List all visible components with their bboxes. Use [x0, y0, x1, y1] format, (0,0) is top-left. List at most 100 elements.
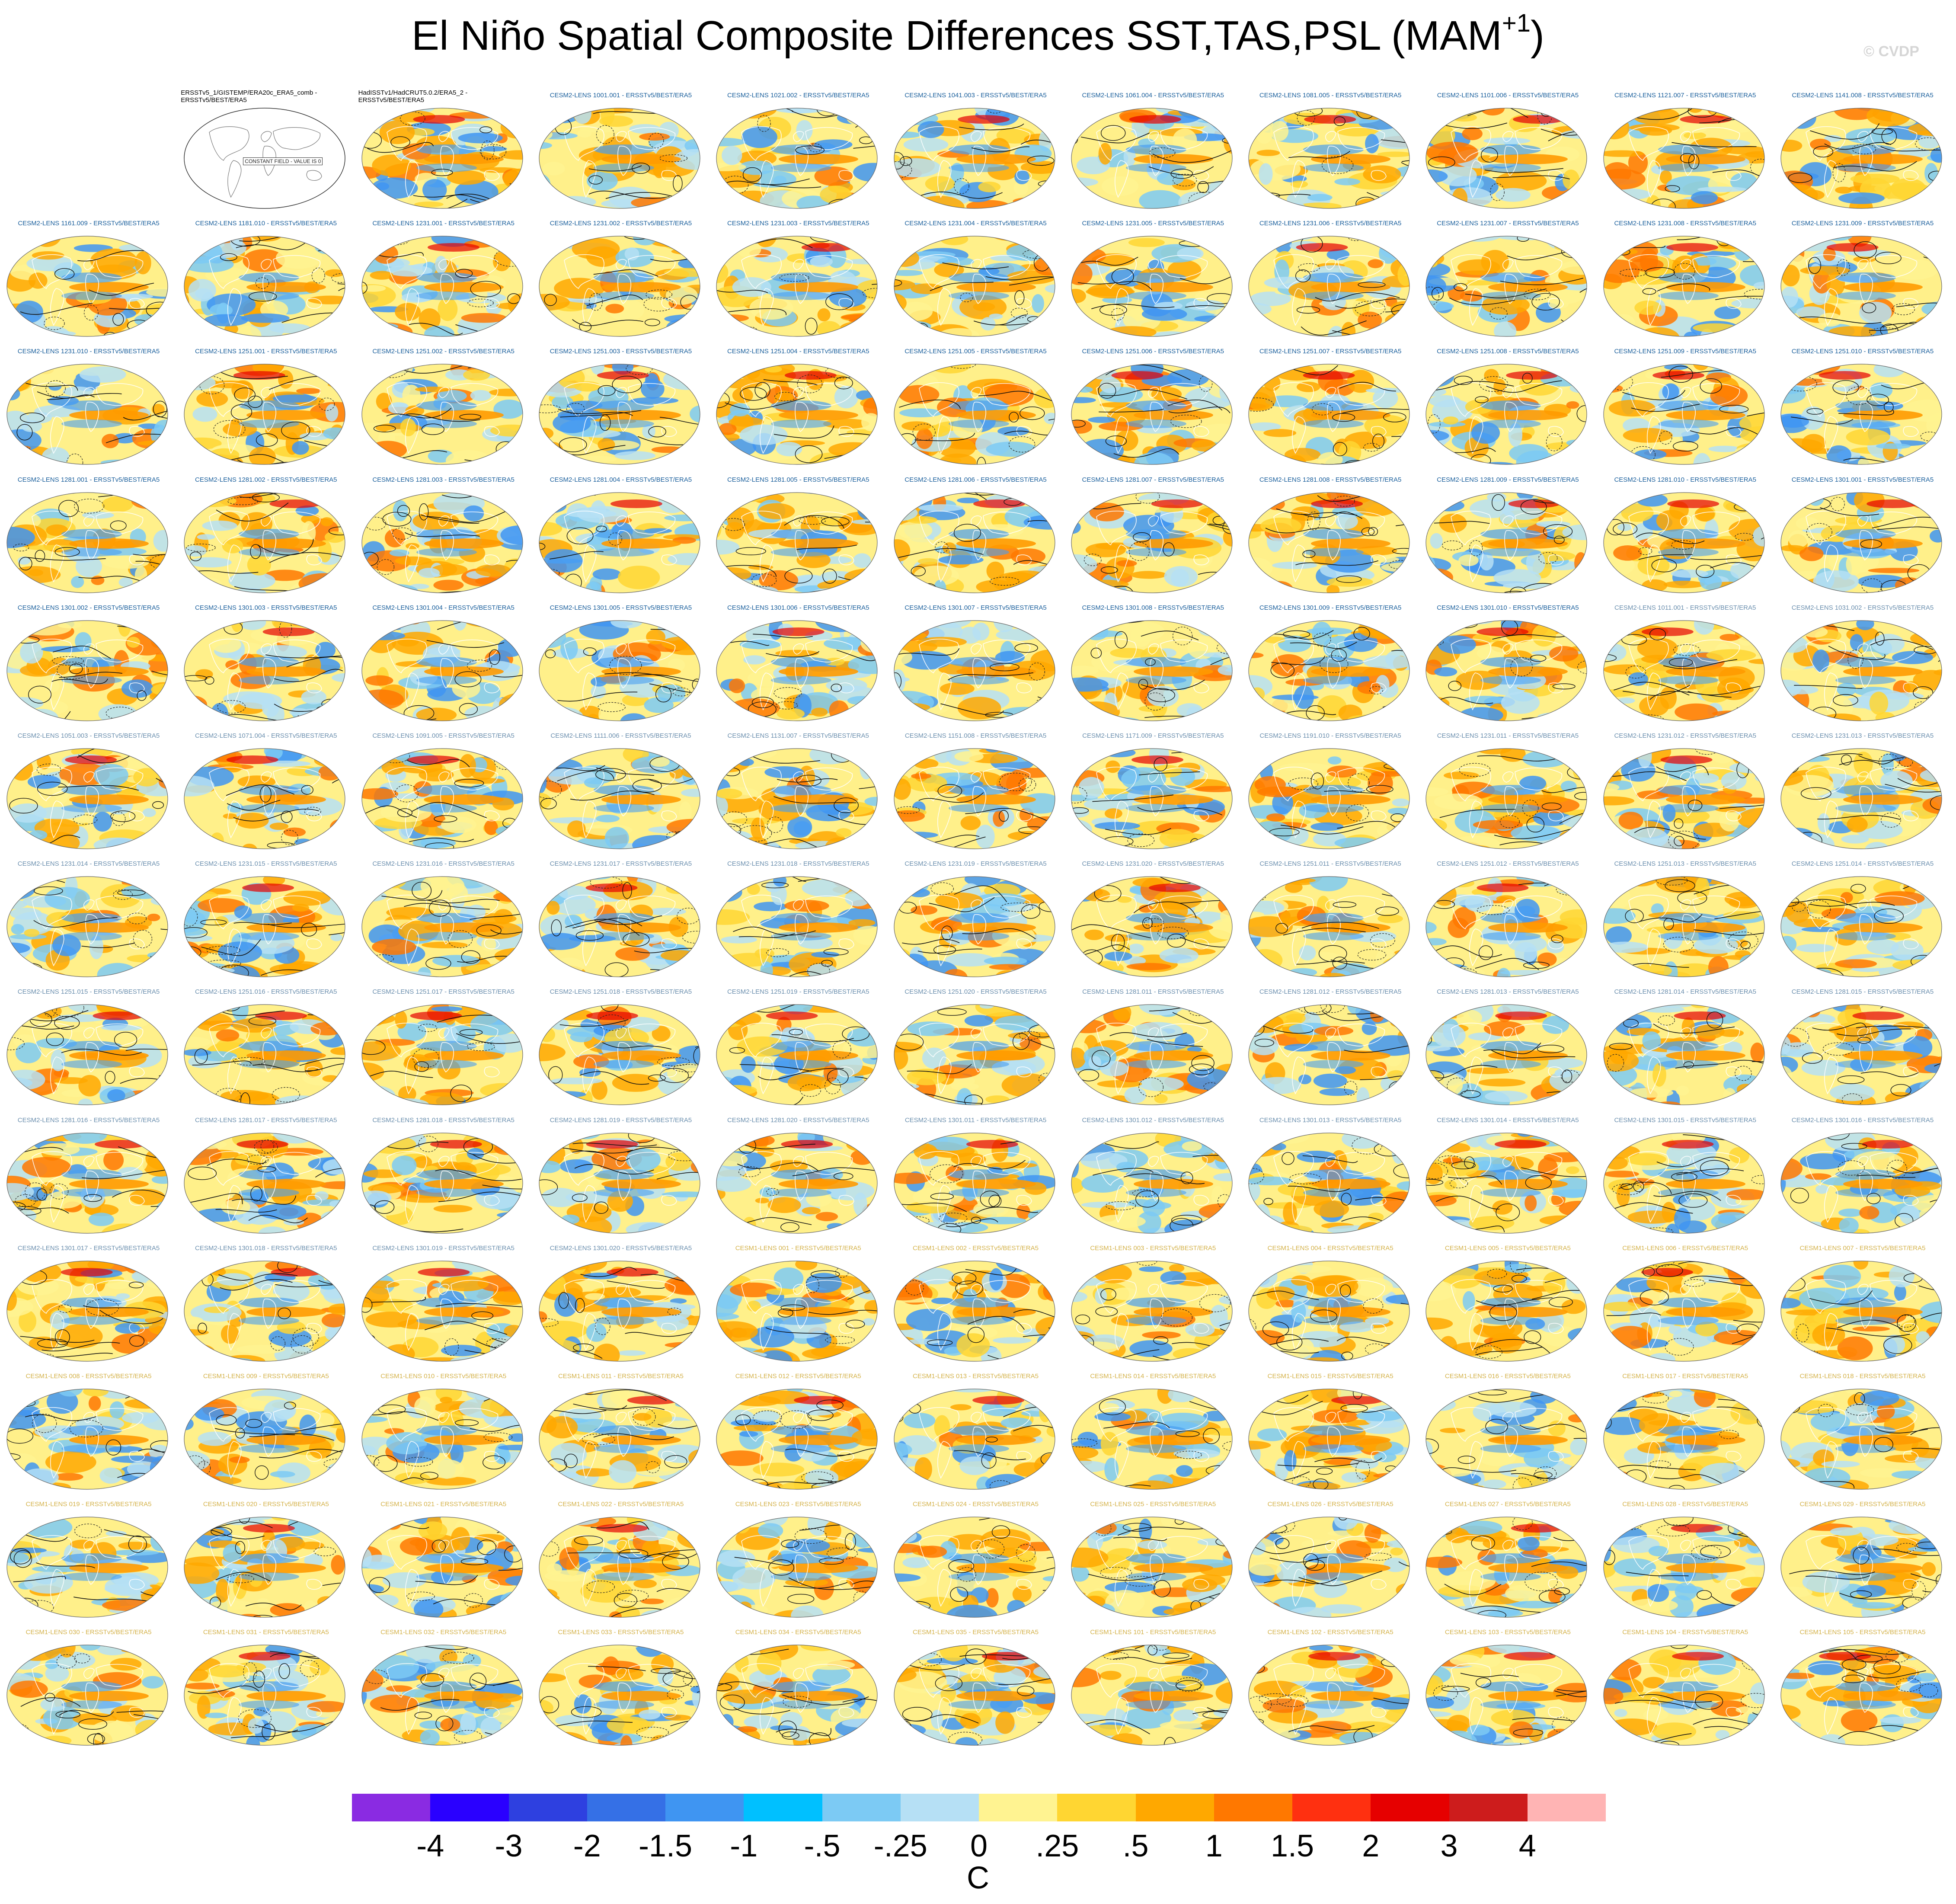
- map-panel: CESM2-LENS 1251.016 - ERSSTv5/BEST/ERA5: [178, 988, 351, 1109]
- map-panel: CESM2-LENS 1231.014 - ERSSTv5/BEST/ERA5: [1, 860, 174, 981]
- map-panel: CESM1-LENS 024 - ERSSTv5/BEST/ERA5: [888, 1501, 1061, 1622]
- map-panel: CESM1-LENS 026 - ERSSTv5/BEST/ERA5: [1243, 1501, 1416, 1622]
- panel-title: CESM2-LENS 1301.010 - ERSSTv5/BEST/ERA5: [1437, 604, 1579, 611]
- map-panel: CESM1-LENS 104 - ERSSTv5/BEST/ERA5: [1598, 1629, 1771, 1750]
- composite-map: [182, 619, 347, 723]
- composite-map: [1070, 619, 1234, 723]
- panel-title: CESM2-LENS 1231.005 - ERSSTv5/BEST/ERA5: [1082, 220, 1224, 227]
- composite-map: [1602, 234, 1766, 338]
- map-panel: CESM2-LENS 1301.003 - ERSSTv5/BEST/ERA5: [178, 604, 351, 725]
- panel-title: CESM2-LENS 1251.017 - ERSSTv5/BEST/ERA5: [372, 988, 515, 996]
- colorbar-swatch: [587, 1794, 665, 1821]
- composite-map: [1070, 1643, 1234, 1747]
- colorbar-swatch: [430, 1794, 509, 1821]
- map-panel: CESM2-LENS 1231.007 - ERSSTv5/BEST/ERA5: [1420, 220, 1593, 341]
- map-panel: CESM2-LENS 1301.011 - ERSSTv5/BEST/ERA5: [888, 1117, 1061, 1238]
- map-panel: CESM2-LENS 1251.017 - ERSSTv5/BEST/ERA5: [356, 988, 529, 1109]
- map-panel: CESM2-LENS 1281.014 - ERSSTv5/BEST/ERA5: [1598, 988, 1771, 1109]
- panel-title: CESM2-LENS 1281.015 - ERSSTv5/BEST/ERA5: [1791, 988, 1934, 996]
- map-panel: CESM1-LENS 012 - ERSSTv5/BEST/ERA5: [710, 1373, 883, 1494]
- composite-map: [1779, 1387, 1943, 1491]
- map-panel: CESM2-LENS 1231.020 - ERSSTv5/BEST/ERA5: [1065, 860, 1238, 981]
- composite-map: [892, 1003, 1057, 1107]
- composite-map: [892, 234, 1057, 338]
- map-panel: CESM1-LENS 101 - ERSSTv5/BEST/ERA5: [1065, 1629, 1238, 1750]
- composite-map: [1424, 1643, 1588, 1747]
- map-panel: CESM1-LENS 030 - ERSSTv5/BEST/ERA5: [1, 1629, 174, 1750]
- colorbar-swatch: [665, 1794, 744, 1821]
- colorbar-tick-label: 1: [1205, 1829, 1223, 1863]
- colorbar-tick-labels: -4 -3 -2 -1.5 -1 -.5 -.25 0 .25 .5 1 1.5 2 3 4: [0, 1828, 1956, 1867]
- composite-map: [360, 1643, 524, 1747]
- panel-title: CESM1-LENS 035 - ERSSTv5/BEST/ERA5: [913, 1629, 1039, 1636]
- panel-title: CESM2-LENS 1151.008 - ERSSTv5/BEST/ERA5: [904, 732, 1047, 739]
- map-panel: CESM2-LENS 1231.002 - ERSSTv5/BEST/ERA5: [533, 220, 706, 341]
- panel-title: CESM1-LENS 005 - ERSSTv5/BEST/ERA5: [1445, 1244, 1571, 1252]
- map-panel: CESM2-LENS 1301.013 - ERSSTv5/BEST/ERA5: [1243, 1117, 1416, 1238]
- composite-map: [1602, 1131, 1766, 1235]
- map-panel: CESM2-LENS 1001.001 - ERSSTv5/BEST/ERA5: [533, 92, 706, 213]
- map-panel: CESM1-LENS 009 - ERSSTv5/BEST/ERA5: [178, 1373, 351, 1494]
- composite-map: [715, 1131, 879, 1235]
- composite-map: [360, 1515, 524, 1619]
- panel-title: CESM2-LENS 1301.002 - ERSSTv5/BEST/ERA5: [17, 604, 160, 611]
- composite-map: [1424, 362, 1588, 466]
- panel-title: CESM1-LENS 011 - ERSSTv5/BEST/ERA5: [558, 1373, 684, 1380]
- panel-title: CESM2-LENS 1231.013 - ERSSTv5/BEST/ERA5: [1791, 732, 1934, 739]
- map-panel: CESM2-LENS 1251.019 - ERSSTv5/BEST/ERA5: [710, 988, 883, 1109]
- panel-title: CESM2-LENS 1281.004 - ERSSTv5/BEST/ERA5: [550, 476, 692, 483]
- map-panel: CESM2-LENS 1251.004 - ERSSTv5/BEST/ERA5: [710, 348, 883, 469]
- composite-map: [715, 875, 879, 979]
- map-panel: CESM2-LENS 1281.008 - ERSSTv5/BEST/ERA5: [1243, 476, 1416, 597]
- panel-title: CESM2-LENS 1251.010 - ERSSTv5/BEST/ERA5: [1791, 348, 1934, 355]
- composite-map: [537, 1387, 702, 1491]
- composite-map: [537, 875, 702, 979]
- panel-title: CESM2-LENS 1231.009 - ERSSTv5/BEST/ERA5: [1791, 220, 1934, 227]
- map-panel: CESM1-LENS 020 - ERSSTv5/BEST/ERA5: [178, 1501, 351, 1622]
- composite-map: [1247, 491, 1411, 595]
- composite-map: [1424, 619, 1588, 723]
- panel-title: CESM2-LENS 1301.012 - ERSSTv5/BEST/ERA5: [1082, 1116, 1224, 1124]
- panel-title: CESM2-LENS 1051.003 - ERSSTv5/BEST/ERA5: [17, 732, 160, 739]
- composite-map: [715, 1515, 879, 1619]
- composite-map: [715, 1643, 879, 1747]
- composite-map: [1602, 491, 1766, 595]
- composite-map: [360, 491, 524, 595]
- panel-title: CESM1-LENS 033 - ERSSTv5/BEST/ERA5: [558, 1629, 684, 1636]
- composite-map: [892, 1259, 1057, 1363]
- panel-title: CESM1-LENS 014 - ERSSTv5/BEST/ERA5: [1090, 1373, 1216, 1380]
- map-panel: CESM2-LENS 1231.005 - ERSSTv5/BEST/ERA5: [1065, 220, 1238, 341]
- panel-title: CESM2-LENS 1251.006 - ERSSTv5/BEST/ERA5: [1082, 348, 1224, 355]
- composite-map: [1247, 234, 1411, 338]
- map-panel: CESM2-LENS 1301.015 - ERSSTv5/BEST/ERA5: [1598, 1117, 1771, 1238]
- constant-field-note: CONSTANT FIELD - VALUE IS 0: [243, 157, 323, 165]
- map-panel: CESM2-LENS 1301.008 - ERSSTv5/BEST/ERA5: [1065, 604, 1238, 725]
- cvdp-watermark: © CVDP: [1863, 43, 1919, 60]
- colorbar-tick-label: -4: [416, 1829, 444, 1863]
- panel-title: HadISSTv1/HadCRUT5.0.2/ERA5_2 - ERSSTv5/…: [358, 89, 468, 104]
- panel-title: CESM2-LENS 1301.009 - ERSSTv5/BEST/ERA5: [1259, 604, 1402, 611]
- composite-map: [1247, 875, 1411, 979]
- composite-map: [537, 1515, 702, 1619]
- map-panel: CESM2-LENS 1151.008 - ERSSTv5/BEST/ERA5: [888, 732, 1061, 853]
- panel-title: CESM1-LENS 010 - ERSSTv5/BEST/ERA5: [380, 1373, 507, 1380]
- panel-title: CESM2-LENS 1231.020 - ERSSTv5/BEST/ERA5: [1082, 860, 1224, 868]
- panel-title: CESM1-LENS 007 - ERSSTv5/BEST/ERA5: [1799, 1244, 1926, 1252]
- map-panel: CESM2-LENS 1161.009 - ERSSTv5/BEST/ERA5: [1, 220, 174, 341]
- map-panel: CESM1-LENS 015 - ERSSTv5/BEST/ERA5: [1243, 1373, 1416, 1494]
- panel-title: CESM2-LENS 1011.001 - ERSSTv5/BEST/ERA5: [1614, 604, 1756, 611]
- map-panel: CESM2-LENS 1281.001 - ERSSTv5/BEST/ERA5: [1, 476, 174, 597]
- map-panel: CESM2-LENS 1281.003 - ERSSTv5/BEST/ERA5: [356, 476, 529, 597]
- map-panel: CESM2-LENS 1091.005 - ERSSTv5/BEST/ERA5: [356, 732, 529, 853]
- figure-title-text: El Niño Spatial Composite Differences SS…: [412, 13, 1502, 59]
- map-panel: CESM2-LENS 1251.001 - ERSSTv5/BEST/ERA5: [178, 348, 351, 469]
- map-panel: CESM2-LENS 1301.018 - ERSSTv5/BEST/ERA5: [178, 1245, 351, 1366]
- map-panel: CESM2-LENS 1231.001 - ERSSTv5/BEST/ERA5: [356, 220, 529, 341]
- map-panel: CESM2-LENS 1191.010 - ERSSTv5/BEST/ERA5: [1243, 732, 1416, 853]
- map-panel: CESM2-LENS 1251.007 - ERSSTv5/BEST/ERA5: [1243, 348, 1416, 469]
- map-panel: CESM2-LENS 1071.004 - ERSSTv5/BEST/ERA5: [178, 732, 351, 853]
- panel-title: CESM1-LENS 021 - ERSSTv5/BEST/ERA5: [380, 1501, 507, 1508]
- map-panel: CESM1-LENS 018 - ERSSTv5/BEST/ERA5: [1775, 1373, 1948, 1494]
- panel-title: CESM2-LENS 1301.017 - ERSSTv5/BEST/ERA5: [17, 1244, 160, 1252]
- composite-map: [360, 747, 524, 851]
